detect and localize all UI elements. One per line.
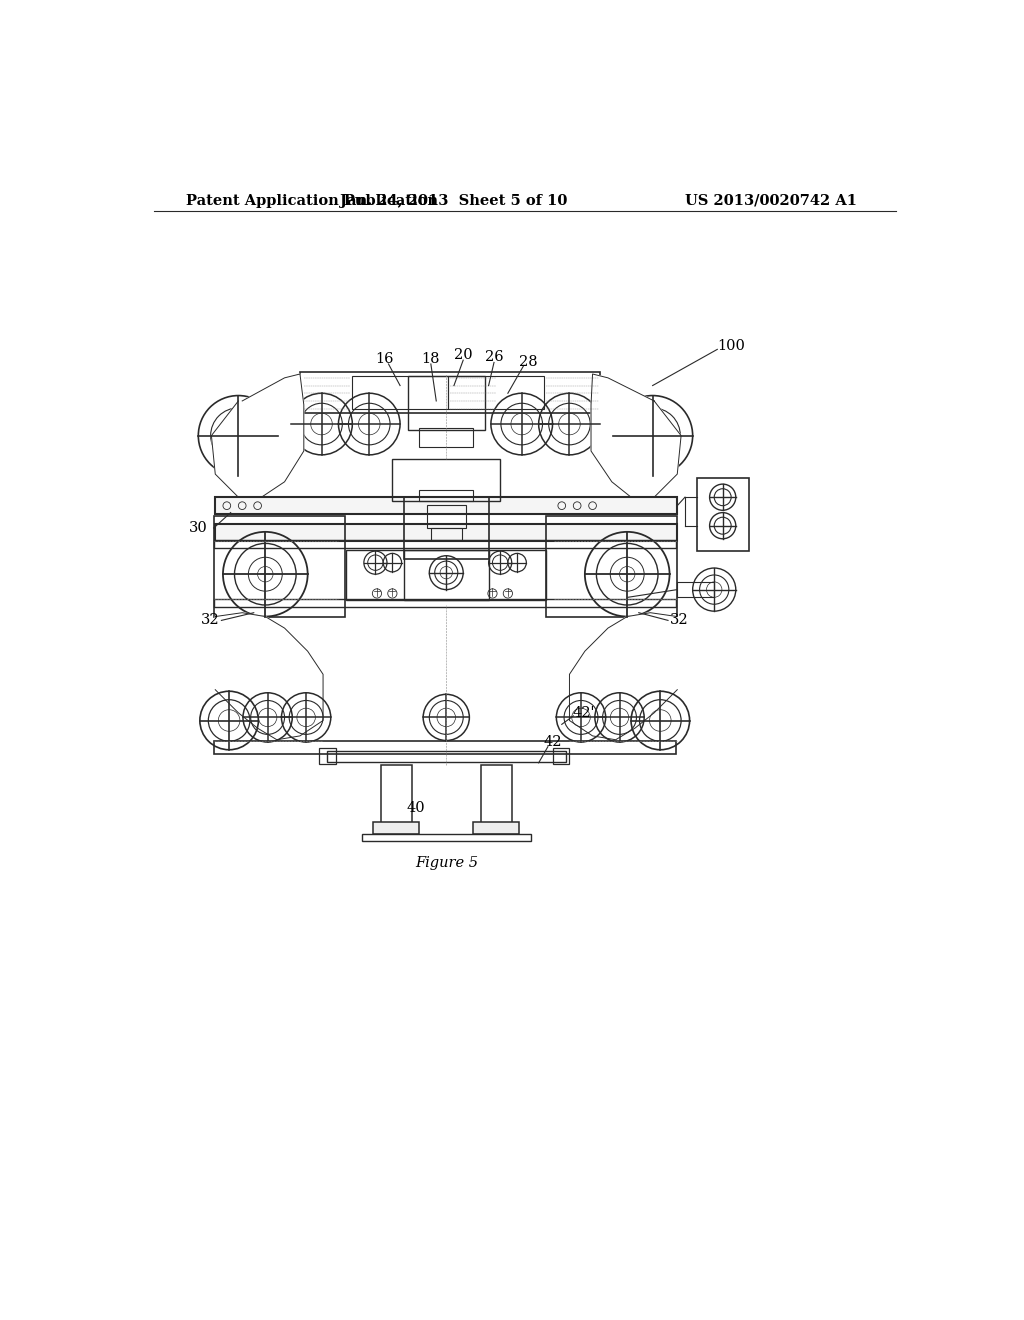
Text: Patent Application Publication: Patent Application Publication xyxy=(186,194,438,207)
Bar xyxy=(346,549,547,599)
Bar xyxy=(381,766,412,822)
Bar xyxy=(214,540,676,548)
Polygon shape xyxy=(569,612,677,739)
Text: 20: 20 xyxy=(454,347,472,362)
Bar xyxy=(553,748,569,763)
Text: 26: 26 xyxy=(484,350,504,364)
Bar xyxy=(214,599,676,607)
Bar xyxy=(447,376,544,409)
Bar xyxy=(327,751,565,762)
Bar xyxy=(677,582,714,598)
Bar xyxy=(419,428,473,447)
Polygon shape xyxy=(215,612,323,739)
Bar xyxy=(361,834,531,841)
Text: 40: 40 xyxy=(407,800,425,814)
Text: Jan. 24, 2013  Sheet 5 of 10: Jan. 24, 2013 Sheet 5 of 10 xyxy=(340,194,567,207)
Text: US 2013/0020742 A1: US 2013/0020742 A1 xyxy=(685,194,857,207)
Bar xyxy=(408,376,484,430)
Text: 16: 16 xyxy=(376,351,394,366)
Text: 42': 42' xyxy=(572,706,595,719)
Bar xyxy=(403,549,488,599)
Text: 18: 18 xyxy=(422,351,440,366)
Bar xyxy=(403,498,488,558)
Bar xyxy=(473,822,519,834)
Bar xyxy=(481,766,512,822)
Bar xyxy=(696,478,749,552)
Bar xyxy=(319,748,336,763)
Bar xyxy=(427,504,466,528)
Bar xyxy=(351,376,447,409)
Bar xyxy=(547,516,677,616)
Bar xyxy=(300,372,600,412)
Bar xyxy=(215,524,677,541)
Bar xyxy=(214,516,345,616)
Bar xyxy=(373,822,419,834)
Text: 32: 32 xyxy=(201,614,219,627)
Bar xyxy=(215,498,677,515)
Bar xyxy=(431,528,462,540)
Text: 30: 30 xyxy=(188,521,208,535)
Text: 42: 42 xyxy=(544,735,562,748)
Text: Figure 5: Figure 5 xyxy=(415,855,478,870)
Polygon shape xyxy=(591,374,681,498)
Text: 32: 32 xyxy=(670,614,688,627)
Polygon shape xyxy=(211,374,304,498)
Bar xyxy=(419,490,473,502)
Text: 28: 28 xyxy=(518,355,538,368)
Bar xyxy=(392,459,500,502)
Text: 100: 100 xyxy=(717,338,745,352)
Bar xyxy=(214,741,676,755)
